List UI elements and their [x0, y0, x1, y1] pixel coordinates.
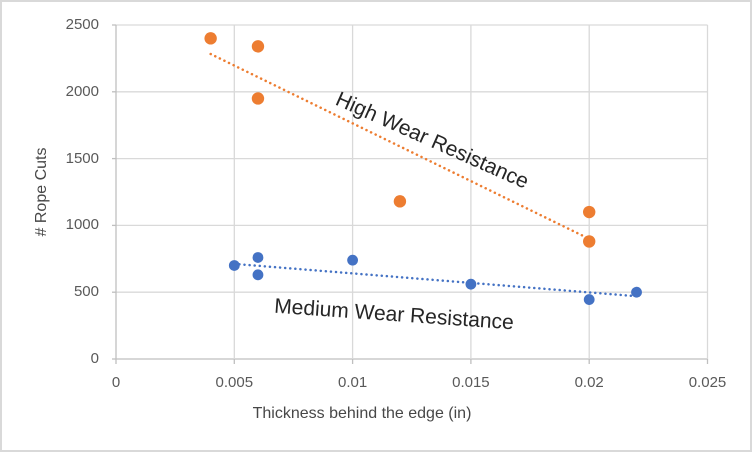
data-point-high-wear	[251, 40, 265, 53]
y-tick-label: 500	[73, 283, 99, 301]
x-tick-label: 0	[111, 374, 121, 391]
data-point-medium-wear	[631, 286, 642, 298]
data-point-high-wear	[204, 32, 217, 45]
trendline-high-wear	[209, 52, 596, 243]
x-tick-label: 0.005	[215, 374, 254, 391]
trendline-medium-wear	[233, 262, 638, 298]
data-point-high-wear	[583, 205, 596, 219]
x-axis-title: Thickness behind the edge (in)	[252, 405, 472, 422]
y-tick-label: 2000	[65, 82, 99, 100]
data-point-medium-wear	[228, 260, 240, 271]
x-tick-label: 0.025	[688, 374, 727, 391]
data-point-medium-wear	[252, 269, 264, 281]
x-tick-label: 0.01	[337, 374, 368, 391]
data-point-medium-wear	[465, 278, 477, 290]
y-tick-label: 2500	[65, 16, 99, 33]
data-point-medium-wear	[252, 252, 264, 263]
data-point-high-wear	[251, 92, 265, 105]
data-point-medium-wear	[347, 254, 358, 266]
x-tick-label: 0.015	[452, 374, 490, 391]
x-tick-label: 0.02	[574, 374, 604, 391]
data-point-high-wear	[583, 235, 596, 248]
y-tick-label: 1500	[65, 149, 99, 167]
data-point-high-wear	[393, 195, 407, 208]
data-point-medium-wear	[583, 294, 595, 305]
y-tick-label: 0	[90, 350, 99, 367]
y-tick-label: 1000	[65, 216, 99, 234]
